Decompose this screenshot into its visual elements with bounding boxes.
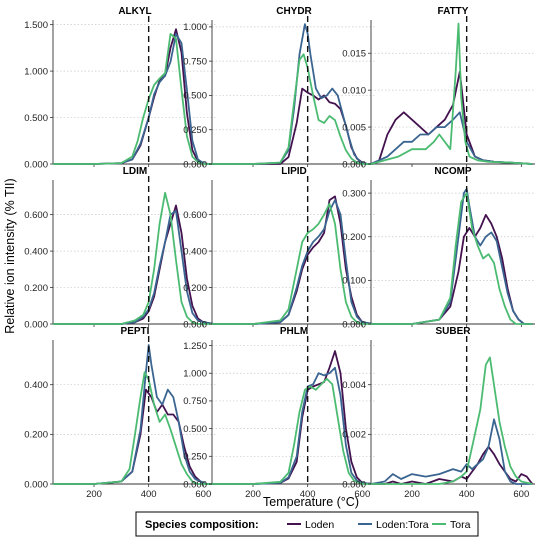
- y-tick-label: 0.750: [183, 396, 207, 407]
- series-line-loden-tora: [53, 344, 215, 485]
- panel-title: LDIM: [123, 166, 147, 177]
- y-tick-label: 1.250: [183, 341, 207, 352]
- panel-title: SUBER: [435, 326, 471, 337]
- y-tick-label: 0.002: [342, 430, 366, 441]
- y-tick-label: 0.200: [183, 283, 207, 294]
- x-axis-title: Temperature (°C): [263, 495, 359, 509]
- series-line-loden: [371, 214, 533, 325]
- series-line-loden-tora: [371, 187, 533, 325]
- y-tick-label: 0.600: [24, 210, 48, 221]
- panel-suber: SUBER 0.000 0.002 0.004 200 400 600: [342, 326, 535, 500]
- x-tick-label: 600: [354, 489, 370, 500]
- y-tick-label: 0.000: [342, 159, 366, 170]
- y-tick-label: 0.400: [24, 380, 48, 391]
- y-tick-label: 0.004: [342, 380, 366, 391]
- series-line-loden: [371, 445, 534, 485]
- panel-alkyl: ALKYL 0.000 0.500 1.000 1.500: [24, 6, 217, 170]
- x-tick-label: 600: [195, 489, 211, 500]
- panel-title: PEPTI: [121, 326, 150, 337]
- series-line-loden-tora: [53, 210, 215, 325]
- series-line-loden-tora: [370, 418, 533, 485]
- y-tick-label: 0.500: [24, 113, 48, 124]
- y-tick-label: 0.000: [183, 159, 207, 170]
- y-tick-label: 0.015: [342, 49, 366, 60]
- x-tick-label: 400: [459, 489, 475, 500]
- panel-chydr: CHYDR 0.000 0.250 0.500 0.750 1.000: [183, 6, 376, 170]
- y-tick-label: 0.000: [24, 319, 48, 330]
- series-line-tora: [212, 53, 374, 165]
- y-tick-label: 1.500: [24, 20, 48, 31]
- y-tick-label: 0.010: [342, 85, 366, 96]
- legend-title: Species composition:: [145, 519, 259, 531]
- y-tick-label: 0.400: [183, 246, 207, 257]
- panel-fatty: FATTY 0.000 0.005 0.010 0.015: [342, 6, 535, 170]
- y-tick-label: 0.750: [183, 56, 207, 67]
- y-tick-label: 1.000: [183, 369, 207, 380]
- legend-box: [135, 511, 479, 537]
- series-line-loden-tora: [212, 199, 374, 325]
- series-line-tora: [371, 356, 533, 485]
- legend-label-loden: Loden: [305, 519, 334, 531]
- panel-title: CHYDR: [276, 6, 312, 17]
- x-tick-label: 200: [86, 489, 102, 500]
- y-axis-title: Relative ion intensity (% TII): [3, 178, 17, 333]
- series-line-loden-tora: [212, 366, 374, 485]
- y-tick-label: 0.100: [342, 276, 366, 287]
- panel-grid: ALKYL 0.000 0.500 1.000 1.500 CHYDR 0.000 0.250…: [24, 6, 535, 500]
- panel-title: PHLM: [280, 326, 308, 337]
- panel-lipid: LIPID 0.000 0.200 0.400 0.600: [183, 166, 376, 330]
- y-tick-label: 0.000: [183, 479, 207, 490]
- x-tick-label: 200: [404, 489, 420, 500]
- y-tick-label: 0.300: [342, 188, 366, 199]
- y-tick-label: 0.000: [24, 159, 48, 170]
- panel-ncomp: NCOMP 0.000 0.100 0.200 0.300: [342, 166, 535, 330]
- panel-phlm: PHLM 0.000 0.250 0.500 0.750 1.000 1.250 200 400…: [183, 326, 376, 500]
- y-tick-label: 1.000: [24, 66, 48, 77]
- y-tick-label: 0.200: [342, 232, 366, 243]
- y-tick-label: 0.600: [183, 210, 207, 221]
- y-tick-label: 0.500: [183, 91, 207, 102]
- panel-title: FATTY: [438, 6, 469, 17]
- y-tick-label: 0.250: [183, 125, 207, 136]
- y-tick-label: 0.000: [24, 479, 48, 490]
- legend-label-loden-tora: Loden:Tora: [376, 519, 429, 531]
- legend: Species composition: Loden Loden:Tora Tora: [135, 511, 479, 537]
- y-tick-label: 0.400: [24, 246, 48, 257]
- y-tick-label: 0.500: [183, 424, 207, 435]
- panel-title: NCOMP: [434, 166, 472, 177]
- y-tick-label: 0.200: [24, 283, 48, 294]
- series-line-tora: [371, 192, 533, 325]
- panel-ldim: LDIM 0.000 0.200 0.400 0.600: [24, 166, 217, 330]
- x-tick-label: 400: [141, 489, 157, 500]
- series-line-tora: [370, 22, 533, 165]
- y-tick-label: 0.000: [342, 479, 366, 490]
- y-tick-label: 0.005: [342, 122, 366, 133]
- legend-label-tora: Tora: [450, 519, 471, 531]
- series-line-tora: [53, 33, 215, 165]
- panel-pepti: PEPTI 0.000 0.200 0.400 200 400 600: [24, 326, 217, 500]
- y-tick-label: 0.200: [24, 430, 48, 441]
- series-line-tora: [53, 371, 215, 485]
- panel-title: LIPID: [281, 166, 307, 177]
- y-tick-label: 1.000: [183, 22, 207, 33]
- x-tick-label: 400: [300, 489, 316, 500]
- y-tick-label: 0.000: [342, 319, 366, 330]
- series-line-loden-tora: [53, 33, 215, 165]
- series-line-tora: [53, 191, 215, 325]
- panel-title: ALKYL: [118, 6, 151, 17]
- series-line-tora: [212, 202, 374, 325]
- series-line-tora: [212, 377, 374, 485]
- x-tick-label: 600: [513, 489, 529, 500]
- y-tick-label: 0.250: [183, 452, 207, 463]
- series-line-loden: [212, 195, 374, 325]
- y-tick-label: 0.000: [183, 319, 207, 330]
- x-tick-label: 200: [245, 489, 261, 500]
